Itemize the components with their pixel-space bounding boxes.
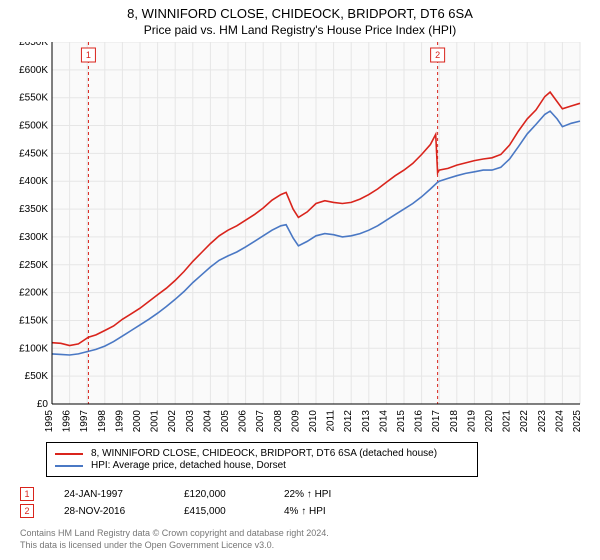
legend-swatch xyxy=(55,465,83,467)
svg-text:£50K: £50K xyxy=(25,371,49,382)
legend-swatch xyxy=(55,453,83,455)
svg-text:2014: 2014 xyxy=(378,410,389,433)
sale-marker-icon: 1 xyxy=(20,487,34,501)
legend-label: HPI: Average price, detached house, Dors… xyxy=(91,460,286,471)
svg-text:£550K: £550K xyxy=(19,93,48,104)
svg-text:2009: 2009 xyxy=(290,410,301,433)
svg-text:£150K: £150K xyxy=(19,315,48,326)
chart-title-sub: Price paid vs. HM Land Registry's House … xyxy=(0,23,600,37)
sale-row: 1 24-JAN-1997 £120,000 22% ↑ HPI xyxy=(20,487,384,501)
svg-text:£250K: £250K xyxy=(19,260,48,271)
svg-text:2022: 2022 xyxy=(519,410,530,433)
footer-attribution: Contains HM Land Registry data © Crown c… xyxy=(20,528,329,551)
svg-text:2019: 2019 xyxy=(466,410,477,433)
svg-text:2017: 2017 xyxy=(431,410,442,433)
svg-text:1: 1 xyxy=(86,50,91,60)
svg-text:1995: 1995 xyxy=(44,410,55,433)
svg-text:2015: 2015 xyxy=(396,410,407,433)
svg-text:2010: 2010 xyxy=(308,410,319,433)
svg-text:2011: 2011 xyxy=(326,410,337,432)
svg-text:2023: 2023 xyxy=(537,410,548,433)
svg-text:£400K: £400K xyxy=(19,176,48,187)
svg-text:1998: 1998 xyxy=(97,410,108,433)
legend-item: 8, WINNIFORD CLOSE, CHIDEOCK, BRIDPORT, … xyxy=(55,448,469,459)
svg-text:2025: 2025 xyxy=(572,410,583,433)
chart-title-main: 8, WINNIFORD CLOSE, CHIDEOCK, BRIDPORT, … xyxy=(0,6,600,21)
chart-svg: £0 £50K £100K £150K £200K £250K £300K £350K £400… xyxy=(6,42,594,438)
legend: 8, WINNIFORD CLOSE, CHIDEOCK, BRIDPORT, … xyxy=(46,442,478,477)
svg-text:2016: 2016 xyxy=(414,410,425,433)
svg-text:2024: 2024 xyxy=(554,410,565,433)
svg-text:2003: 2003 xyxy=(185,410,196,433)
sale-row: 2 28-NOV-2016 £415,000 4% ↑ HPI xyxy=(20,504,384,518)
svg-text:2004: 2004 xyxy=(202,410,213,433)
sale-marker-icon: 2 xyxy=(20,504,34,518)
footer-line-1: Contains HM Land Registry data © Crown c… xyxy=(20,528,329,540)
sale-price: £415,000 xyxy=(184,506,284,517)
legend-item: HPI: Average price, detached house, Dors… xyxy=(55,460,469,471)
svg-text:1999: 1999 xyxy=(114,410,125,433)
svg-text:£200K: £200K xyxy=(19,288,48,299)
svg-text:2006: 2006 xyxy=(238,410,249,433)
legend-label: 8, WINNIFORD CLOSE, CHIDEOCK, BRIDPORT, … xyxy=(91,448,437,459)
svg-text:2008: 2008 xyxy=(273,410,284,433)
svg-text:£100K: £100K xyxy=(19,343,48,354)
svg-text:2018: 2018 xyxy=(449,410,460,433)
svg-text:1996: 1996 xyxy=(62,410,73,433)
svg-text:£500K: £500K xyxy=(19,121,48,132)
chart-area: £0 £50K £100K £150K £200K £250K £300K £350K £400… xyxy=(6,42,594,438)
svg-text:2001: 2001 xyxy=(150,410,161,433)
svg-text:2013: 2013 xyxy=(361,410,372,433)
sale-hpi: 4% ↑ HPI xyxy=(284,506,384,517)
svg-text:2012: 2012 xyxy=(343,410,354,433)
sale-date: 24-JAN-1997 xyxy=(64,489,184,500)
sale-hpi: 22% ↑ HPI xyxy=(284,489,384,500)
svg-text:2000: 2000 xyxy=(132,410,143,433)
svg-text:£650K: £650K xyxy=(19,42,48,48)
svg-text:2005: 2005 xyxy=(220,410,231,433)
svg-text:£450K: £450K xyxy=(19,148,48,159)
svg-text:2: 2 xyxy=(435,50,440,60)
sale-date: 28-NOV-2016 xyxy=(64,506,184,517)
svg-text:£300K: £300K xyxy=(19,232,48,243)
svg-text:2002: 2002 xyxy=(167,410,178,433)
svg-text:2007: 2007 xyxy=(255,410,266,433)
svg-text:1997: 1997 xyxy=(79,410,90,433)
sale-price: £120,000 xyxy=(184,489,284,500)
svg-text:£350K: £350K xyxy=(19,204,48,215)
sale-records: 1 24-JAN-1997 £120,000 22% ↑ HPI 2 28-NO… xyxy=(20,484,384,521)
svg-text:£600K: £600K xyxy=(19,65,48,76)
svg-text:2020: 2020 xyxy=(484,410,495,433)
svg-text:£0: £0 xyxy=(37,399,49,410)
footer-line-2: This data is licensed under the Open Gov… xyxy=(20,540,329,552)
svg-text:2021: 2021 xyxy=(502,410,513,433)
